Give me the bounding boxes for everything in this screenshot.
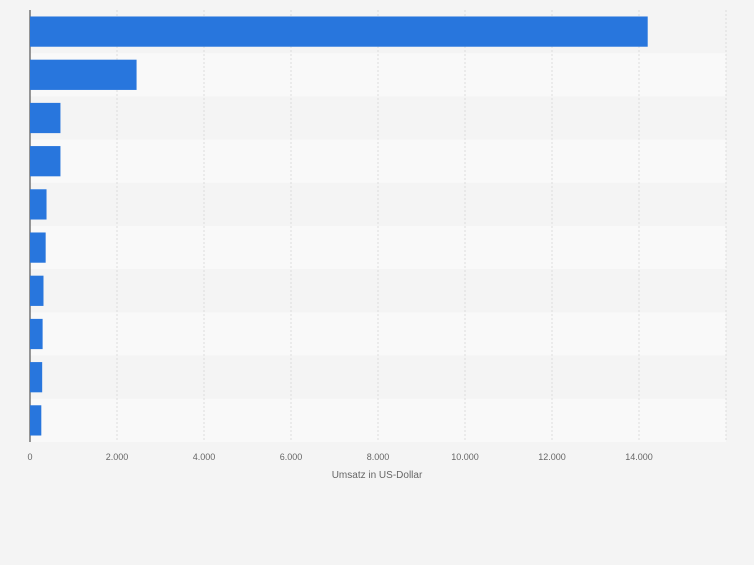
x-tick-label: 2.000 <box>106 452 129 462</box>
x-axis-ticks: 0 2.000 4.000 6.000 8.000 10.000 12.000 14.000 <box>27 452 652 462</box>
bar[interactable] <box>30 146 61 177</box>
bar[interactable] <box>30 275 44 306</box>
bar[interactable] <box>30 59 137 90</box>
bar[interactable] <box>30 318 43 350</box>
bars <box>30 16 648 436</box>
x-tick-label: 0 <box>27 452 32 462</box>
bar[interactable] <box>30 362 43 393</box>
x-tick-label: 4.000 <box>193 452 216 462</box>
bar[interactable] <box>30 16 648 47</box>
x-tick-label: 8.000 <box>367 452 390 462</box>
bar[interactable] <box>30 405 42 436</box>
bar[interactable] <box>30 189 47 220</box>
x-tick-label: 12.000 <box>538 452 566 462</box>
x-tick-label: 10.000 <box>451 452 479 462</box>
bar[interactable] <box>30 102 61 134</box>
x-axis-label: Umsatz in US-Dollar <box>332 470 423 481</box>
x-tick-label: 6.000 <box>280 452 303 462</box>
bar[interactable] <box>30 232 46 263</box>
x-tick-label: 14.000 <box>625 452 653 462</box>
